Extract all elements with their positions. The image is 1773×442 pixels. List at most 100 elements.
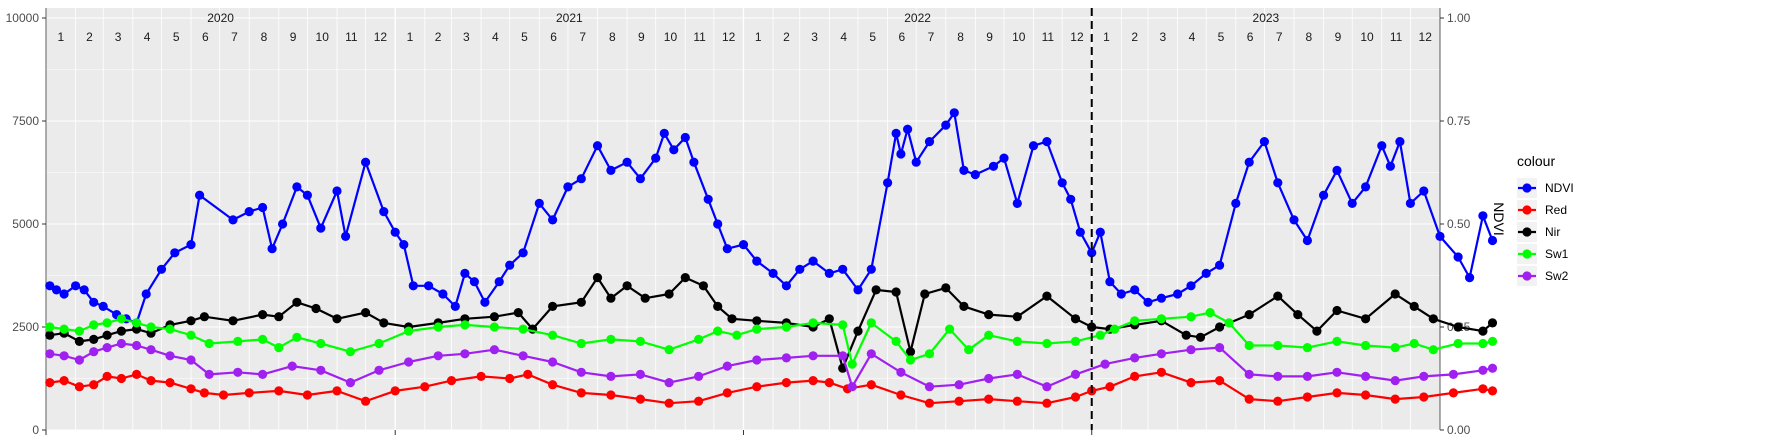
data-point-sw1 xyxy=(489,322,499,332)
data-point-nir xyxy=(1215,322,1225,332)
data-point-red xyxy=(824,378,834,388)
data-point-sw2 xyxy=(576,367,586,377)
data-point-nir xyxy=(592,273,603,283)
data-point-sw1 xyxy=(1110,324,1120,334)
data-point-red xyxy=(59,376,69,386)
data-point-ndvi xyxy=(258,202,268,213)
data-point-ndvi xyxy=(1244,157,1254,167)
legend-label: Sw1 xyxy=(1545,247,1569,261)
data-point-red xyxy=(132,369,142,379)
data-point-ndvi xyxy=(98,301,108,311)
data-point-ndvi xyxy=(1116,289,1126,299)
month-label: 12 xyxy=(1070,30,1084,44)
data-point-sw1 xyxy=(713,326,723,336)
data-point-red xyxy=(1478,384,1488,394)
data-point-red xyxy=(146,376,156,386)
month-label: 8 xyxy=(1305,30,1312,44)
data-point-nir xyxy=(228,316,238,326)
data-point-red xyxy=(1156,367,1166,377)
data-point-ndvi xyxy=(703,194,713,204)
month-label: 6 xyxy=(1247,30,1254,44)
data-point-sw1 xyxy=(1042,338,1052,349)
data-point-sw2 xyxy=(752,355,762,365)
data-point-ndvi xyxy=(659,128,669,138)
month-label: 3 xyxy=(463,30,470,44)
data-point-red xyxy=(984,394,994,404)
data-point-ndvi xyxy=(390,227,400,237)
data-point-ndvi xyxy=(563,182,573,192)
data-point-nir xyxy=(1273,291,1283,301)
data-point-nir xyxy=(1293,310,1303,320)
data-point-sw1 xyxy=(186,330,196,340)
data-point-ndvi xyxy=(51,285,62,295)
data-point-ndvi xyxy=(883,178,893,188)
year-label: 2022 xyxy=(904,11,931,25)
data-point-nir xyxy=(332,314,342,324)
data-point-ndvi xyxy=(911,157,921,167)
data-point-ndvi xyxy=(1478,211,1488,221)
data-point-sw1 xyxy=(146,322,156,332)
data-point-ndvi xyxy=(903,124,913,134)
data-point-red xyxy=(606,390,616,400)
month-label: 5 xyxy=(521,30,528,44)
month-label: 4 xyxy=(840,30,847,44)
data-point-nir xyxy=(513,308,523,318)
data-point-ndvi xyxy=(460,268,470,278)
month-label: 7 xyxy=(928,30,935,44)
data-point-sw1 xyxy=(1361,340,1371,351)
data-point-nir xyxy=(824,314,834,324)
y-left-tick-label: 0 xyxy=(32,423,39,437)
data-point-ndvi xyxy=(1012,198,1022,208)
data-point-nir xyxy=(1453,322,1463,332)
data-point-ndvi xyxy=(949,108,959,118)
month-label: 12 xyxy=(722,30,736,44)
data-point-sw1 xyxy=(548,330,558,340)
month-label: 5 xyxy=(869,30,876,44)
legend-title: colour xyxy=(1517,153,1555,169)
data-point-sw2 xyxy=(433,351,443,361)
data-point-red xyxy=(165,378,175,388)
month-label: 7 xyxy=(579,30,586,44)
data-point-ndvi xyxy=(689,157,699,167)
data-point-red xyxy=(1186,378,1196,388)
data-point-sw2 xyxy=(808,351,818,361)
data-point-red xyxy=(635,394,646,404)
data-point-nir xyxy=(752,316,762,326)
series-line-sw1 xyxy=(49,311,1493,366)
legend-label: NDVI xyxy=(1545,181,1574,195)
data-point-sw1 xyxy=(635,336,646,346)
data-point-sw1 xyxy=(1130,316,1140,326)
data-point-ndvi xyxy=(896,149,906,159)
month-label: 1 xyxy=(57,30,64,44)
data-point-ndvi xyxy=(1215,260,1225,270)
data-point-nir xyxy=(199,312,209,322)
data-point-sw2 xyxy=(74,355,84,365)
legend: colour NDVI Red Nir Sw1 Sw2 xyxy=(1517,153,1574,286)
data-point-sw2 xyxy=(924,382,935,392)
data-point-red xyxy=(781,378,792,388)
data-point-ndvi xyxy=(999,153,1009,163)
month-label: 11 xyxy=(1042,30,1055,44)
data-point-ndvi xyxy=(1347,198,1357,208)
data-point-nir xyxy=(905,347,916,357)
data-point-ndvi xyxy=(651,153,661,163)
data-point-red xyxy=(1244,394,1254,404)
data-point-ndvi xyxy=(379,207,389,217)
data-point-sw2 xyxy=(146,345,156,355)
data-point-ndvi xyxy=(1105,277,1115,287)
data-point-nir xyxy=(74,336,84,346)
data-point-nir xyxy=(891,287,901,297)
data-point-ndvi xyxy=(424,281,434,291)
data-point-ndvi xyxy=(316,223,326,233)
data-point-nir xyxy=(311,303,321,314)
data-point-sw2 xyxy=(186,355,196,365)
month-label: 3 xyxy=(1159,30,1166,44)
month-label: 5 xyxy=(1218,30,1225,44)
data-point-ndvi xyxy=(469,277,479,287)
data-point-nir xyxy=(1428,314,1438,324)
data-point-sw1 xyxy=(89,320,99,330)
data-point-ndvi xyxy=(576,174,586,184)
data-point-ndvi xyxy=(1361,182,1371,192)
data-point-nir xyxy=(258,310,268,320)
data-point-red xyxy=(1419,392,1429,402)
